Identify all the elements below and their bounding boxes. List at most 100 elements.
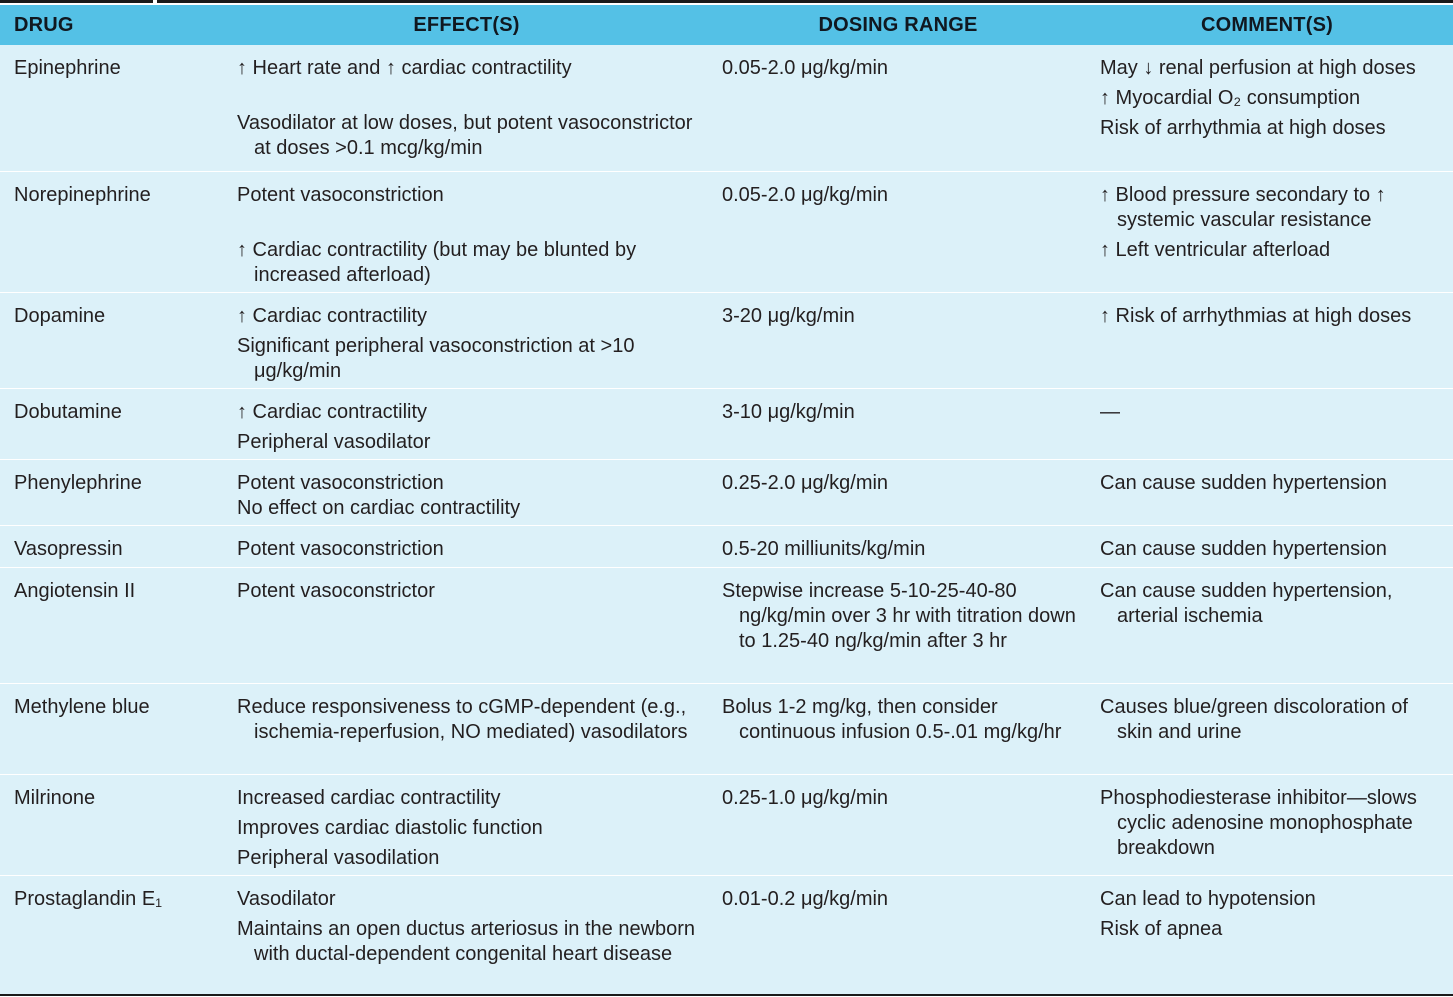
cell-drug: Prostaglandin E₁: [0, 876, 224, 995]
cell-comments: Can cause sudden hypertension: [1087, 460, 1453, 525]
cell-effects: Reduce responsiveness to cGMP-dependent …: [224, 684, 709, 774]
table-row: Norepinephrine Potent vasoconstriction ↑…: [0, 172, 1453, 293]
dosing-range: 0.5-20 milliunits/kg/min: [722, 538, 926, 560]
cell-comments: Phosphodiesterase inhibitor—slows cyclic…: [1087, 775, 1453, 875]
cell-effects: ↑ Cardiac contractility Significant peri…: [224, 293, 709, 388]
cell-comments: ↑ Risk of arrhythmias at high doses: [1087, 293, 1453, 388]
header-effects: EFFECT(S): [413, 13, 520, 36]
effect-line: Vasodilator at low doses, but potent vas…: [237, 112, 693, 159]
cell-effects: Potent vasoconstriction ↑ Cardiac contra…: [224, 172, 709, 292]
effect-line: Maintains an open ductus arteriosus in t…: [237, 918, 696, 965]
header-dosing-range: DOSING RANGE: [818, 13, 978, 36]
table-row: Prostaglandin E₁ Vasodilator Maintains a…: [0, 876, 1453, 995]
comment-line: Can cause sudden hypertension, arterial …: [1100, 580, 1393, 627]
dosing-range: Bolus 1-2 mg/kg, then consider continuou…: [722, 696, 1062, 743]
comment-line: ↑ Left ventricular afterload: [1100, 239, 1331, 261]
table-row: Angiotensin II Potent vasoconstrictor St…: [0, 568, 1453, 684]
effect-line: Potent vasoconstriction: [237, 472, 444, 494]
comment-line: ↑ Blood pressure secondary to ↑ systemic…: [1100, 184, 1386, 231]
effect-line: Potent vasoconstrictor: [237, 580, 435, 602]
drug-name: Milrinone: [14, 787, 96, 809]
cell-drug: Phenylephrine: [0, 460, 224, 525]
cell-dosing: 0.25-2.0 μg/kg/min: [709, 460, 1087, 525]
cell-comments: Causes blue/green discoloration of skin …: [1087, 684, 1453, 774]
comment-line: Can lead to hypotension: [1100, 888, 1316, 910]
cell-comments: Can cause sudden hypertension: [1087, 526, 1453, 567]
cell-drug: Epinephrine: [0, 45, 224, 171]
drug-name: Dopamine: [14, 305, 106, 327]
effect-line: ↑ Cardiac contractility (but may be blun…: [237, 239, 637, 286]
drug-name: Methylene blue: [14, 696, 150, 718]
bottom-rule: [0, 994, 1453, 996]
cell-dosing: 0.05-2.0 μg/kg/min: [709, 45, 1087, 171]
effect-line: Reduce responsiveness to cGMP-dependent …: [237, 696, 688, 743]
table-body: Epinephrine ↑ Heart rate and ↑ cardiac c…: [0, 45, 1453, 995]
comment-line: —: [1100, 401, 1120, 423]
cell-drug: Dobutamine: [0, 389, 224, 459]
comment-line: Causes blue/green discoloration of skin …: [1100, 696, 1408, 743]
cell-dosing: 3-20 μg/kg/min: [709, 293, 1087, 388]
table-row: Milrinone Increased cardiac contractilit…: [0, 775, 1453, 876]
effect-line: Significant peripheral vasoconstriction …: [237, 335, 635, 382]
cell-drug: Angiotensin II: [0, 568, 224, 683]
cell-effects: ↑ Heart rate and ↑ cardiac contractility…: [224, 45, 709, 171]
table-row: Methylene blue Reduce responsiveness to …: [0, 684, 1453, 775]
cell-effects: Potent vasoconstriction No effect on car…: [224, 460, 709, 525]
cell-drug: Milrinone: [0, 775, 224, 875]
top-rule-left: [0, 0, 153, 3]
table-row: Vasopressin Potent vasoconstriction 0.5-…: [0, 526, 1453, 568]
cell-comments: Can lead to hypotension Risk of apnea: [1087, 876, 1453, 995]
cell-effects: Vasodilator Maintains an open ductus art…: [224, 876, 709, 995]
cell-drug: Dopamine: [0, 293, 224, 388]
comment-line: ↑ Myocardial O₂ consumption: [1100, 87, 1361, 109]
effect-line: ↑ Cardiac contractility: [237, 401, 428, 423]
effect-line: ↑ Heart rate and ↑ cardiac contractility: [237, 57, 572, 79]
cell-effects: Potent vasoconstriction: [224, 526, 709, 567]
effect-line: Peripheral vasodilation: [237, 847, 440, 869]
cell-dosing: Stepwise increase 5-10-25-40-80 ng/kg/mi…: [709, 568, 1087, 683]
cell-comments: —: [1087, 389, 1453, 459]
cell-dosing: 0.25-1.0 μg/kg/min: [709, 775, 1087, 875]
effect-line: Increased cardiac contractility: [237, 787, 501, 809]
dosing-range: Stepwise increase 5-10-25-40-80 ng/kg/mi…: [722, 580, 1076, 652]
table-row: Epinephrine ↑ Heart rate and ↑ cardiac c…: [0, 45, 1453, 172]
effect-line: No effect on cardiac contractility: [237, 497, 521, 519]
cell-effects: ↑ Cardiac contractility Peripheral vasod…: [224, 389, 709, 459]
cell-comments: Can cause sudden hypertension, arterial …: [1087, 568, 1453, 683]
dosing-range: 0.01-0.2 μg/kg/min: [722, 888, 889, 910]
comment-line: Can cause sudden hypertension: [1100, 472, 1387, 494]
comment-line: Phosphodiesterase inhibitor—slows cyclic…: [1100, 787, 1417, 859]
table-header: DRUG EFFECT(S) DOSING RANGE COMMENT(S): [0, 5, 1453, 45]
cell-dosing: Bolus 1-2 mg/kg, then consider continuou…: [709, 684, 1087, 774]
effect-line: Potent vasoconstriction: [237, 184, 444, 206]
cell-dosing: 0.05-2.0 μg/kg/min: [709, 172, 1087, 292]
dosing-range: 0.05-2.0 μg/kg/min: [722, 57, 889, 79]
comment-line: Risk of apnea: [1100, 918, 1223, 940]
effect-line: Potent vasoconstriction: [237, 538, 444, 560]
comment-line: May ↓ renal perfusion at high doses: [1100, 57, 1416, 79]
drug-name: Vasopressin: [14, 538, 123, 560]
cell-comments: ↑ Blood pressure secondary to ↑ systemic…: [1087, 172, 1453, 292]
dosing-range: 3-20 μg/kg/min: [722, 305, 855, 327]
comment-line: Can cause sudden hypertension: [1100, 538, 1387, 560]
drug-name: Phenylephrine: [14, 472, 142, 494]
cell-drug: Norepinephrine: [0, 172, 224, 292]
dosing-range: 3-10 μg/kg/min: [722, 401, 855, 423]
drug-name: Dobutamine: [14, 401, 122, 423]
dosing-range: 0.25-1.0 μg/kg/min: [722, 787, 889, 809]
drug-name: Angiotensin II: [14, 580, 136, 602]
comment-line: ↑ Risk of arrhythmias at high doses: [1100, 305, 1412, 327]
effect-line: Peripheral vasodilator: [237, 431, 431, 453]
table-row: Dobutamine ↑ Cardiac contractility Perip…: [0, 389, 1453, 460]
drug-name: Prostaglandin E₁: [14, 888, 162, 910]
table-row: Dopamine ↑ Cardiac contractility Signifi…: [0, 293, 1453, 389]
header-drug: DRUG: [14, 13, 74, 36]
header-comments: COMMENT(S): [1201, 13, 1333, 36]
cell-dosing: 3-10 μg/kg/min: [709, 389, 1087, 459]
cell-effects: Potent vasoconstrictor: [224, 568, 709, 683]
cell-drug: Vasopressin: [0, 526, 224, 567]
table-row: Phenylephrine Potent vasoconstriction No…: [0, 460, 1453, 526]
cell-comments: May ↓ renal perfusion at high doses ↑ My…: [1087, 45, 1453, 171]
effect-line: ↑ Cardiac contractility: [237, 305, 428, 327]
cell-drug: Methylene blue: [0, 684, 224, 774]
